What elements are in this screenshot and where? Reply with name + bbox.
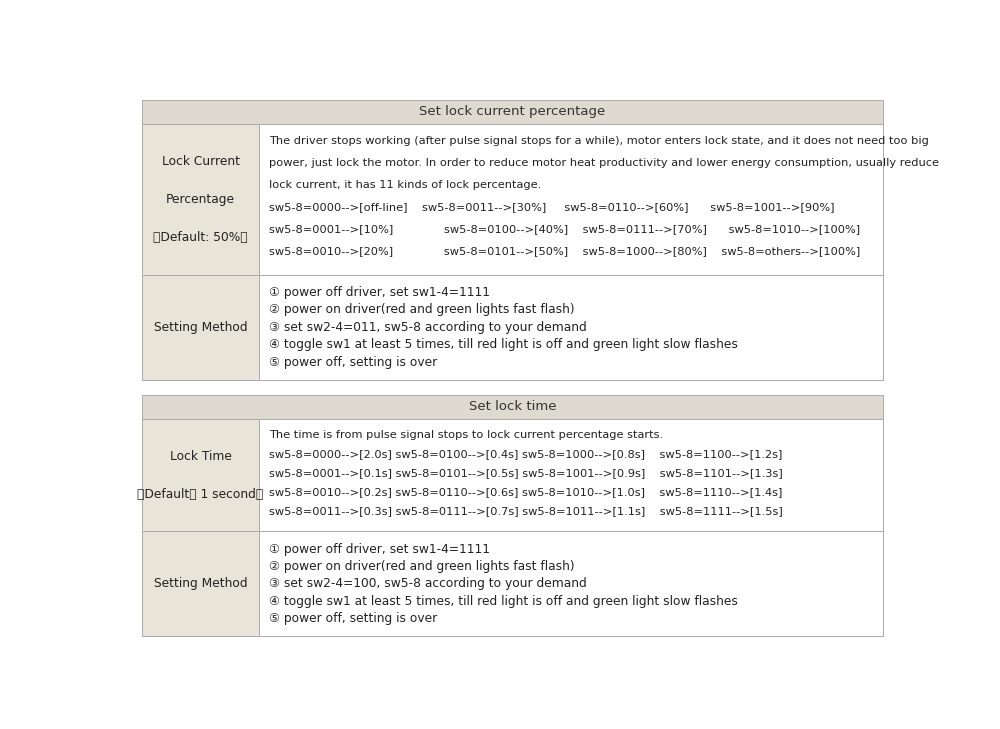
Text: ③ set sw2-4=011, sw5-8 according to your demand: ③ set sw2-4=011, sw5-8 according to your… bbox=[269, 321, 587, 334]
Text: ④ toggle sw1 at least 5 times, till red light is off and green light slow flashe: ④ toggle sw1 at least 5 times, till red … bbox=[269, 595, 738, 608]
Text: ⑤ power off, setting is over: ⑤ power off, setting is over bbox=[269, 356, 437, 369]
Text: Setting Method: Setting Method bbox=[154, 321, 247, 334]
Text: ① power off driver, set sw1-4=1111: ① power off driver, set sw1-4=1111 bbox=[269, 286, 490, 299]
Bar bbox=[259, 531, 883, 636]
Bar bbox=[259, 275, 883, 380]
Text: The time is from pulse signal stops to lock current percentage starts.: The time is from pulse signal stops to l… bbox=[269, 430, 663, 440]
Text: sw5-8=0010-->[0.2s] sw5-8=0110-->[0.6s] sw5-8=1010-->[1.0s]    sw5-8=1110-->[1.4: sw5-8=0010-->[0.2s] sw5-8=0110-->[0.6s] … bbox=[269, 487, 783, 497]
Text: The driver stops working (after pulse signal stops for a while), motor enters lo: The driver stops working (after pulse si… bbox=[269, 136, 929, 146]
Text: ④ toggle sw1 at least 5 times, till red light is off and green light slow flashe: ④ toggle sw1 at least 5 times, till red … bbox=[269, 338, 738, 351]
Bar bbox=[142, 100, 883, 124]
Text: Lock Time

（Default： 1 second）: Lock Time （Default： 1 second） bbox=[137, 450, 264, 501]
Bar bbox=[142, 275, 259, 380]
Bar bbox=[259, 124, 883, 275]
Text: ② power on driver(red and green lights fast flash): ② power on driver(red and green lights f… bbox=[269, 303, 575, 316]
Text: ② power on driver(red and green lights fast flash): ② power on driver(red and green lights f… bbox=[269, 560, 575, 573]
Text: sw5-8=0011-->[0.3s] sw5-8=0111-->[0.7s] sw5-8=1011-->[1.1s]    sw5-8=1111-->[1.5: sw5-8=0011-->[0.3s] sw5-8=0111-->[0.7s] … bbox=[269, 506, 783, 516]
Bar bbox=[142, 419, 259, 531]
Text: Lock Current

Percentage

（Default: 50%）: Lock Current Percentage （Default: 50%） bbox=[153, 155, 248, 244]
Bar bbox=[142, 124, 259, 275]
Text: lock current, it has 11 kinds of lock percentage.: lock current, it has 11 kinds of lock pe… bbox=[269, 180, 541, 190]
Text: sw5-8=0000-->[2.0s] sw5-8=0100-->[0.4s] sw5-8=1000-->[0.8s]    sw5-8=1100-->[1.2: sw5-8=0000-->[2.0s] sw5-8=0100-->[0.4s] … bbox=[269, 449, 783, 459]
Text: ⑤ power off, setting is over: ⑤ power off, setting is over bbox=[269, 612, 437, 625]
Text: ① power off driver, set sw1-4=1111: ① power off driver, set sw1-4=1111 bbox=[269, 542, 490, 555]
Text: sw5-8=0001-->[10%]              sw5-8=0100-->[40%]    sw5-8=0111-->[70%]      sw: sw5-8=0001-->[10%] sw5-8=0100-->[40%] sw… bbox=[269, 225, 860, 234]
Text: sw5-8=0010-->[20%]              sw5-8=0101-->[50%]    sw5-8=1000-->[80%]    sw5-: sw5-8=0010-->[20%] sw5-8=0101-->[50%] sw… bbox=[269, 246, 860, 257]
Text: power, just lock the motor. In order to reduce motor heat productivity and lower: power, just lock the motor. In order to … bbox=[269, 157, 939, 168]
Bar bbox=[259, 419, 883, 531]
Text: Set lock current percentage: Set lock current percentage bbox=[419, 106, 606, 118]
Text: sw5-8=0000-->[off-line]    sw5-8=0011-->[30%]     sw5-8=0110-->[60%]      sw5-8=: sw5-8=0000-->[off-line] sw5-8=0011-->[30… bbox=[269, 202, 835, 212]
Bar bbox=[142, 531, 259, 636]
Bar bbox=[142, 395, 883, 419]
Text: Setting Method: Setting Method bbox=[154, 577, 247, 590]
Text: Set lock time: Set lock time bbox=[469, 400, 556, 413]
Text: sw5-8=0001-->[0.1s] sw5-8=0101-->[0.5s] sw5-8=1001-->[0.9s]    sw5-8=1101-->[1.3: sw5-8=0001-->[0.1s] sw5-8=0101-->[0.5s] … bbox=[269, 468, 783, 478]
Text: ③ set sw2-4=100, sw5-8 according to your demand: ③ set sw2-4=100, sw5-8 according to your… bbox=[269, 577, 587, 590]
